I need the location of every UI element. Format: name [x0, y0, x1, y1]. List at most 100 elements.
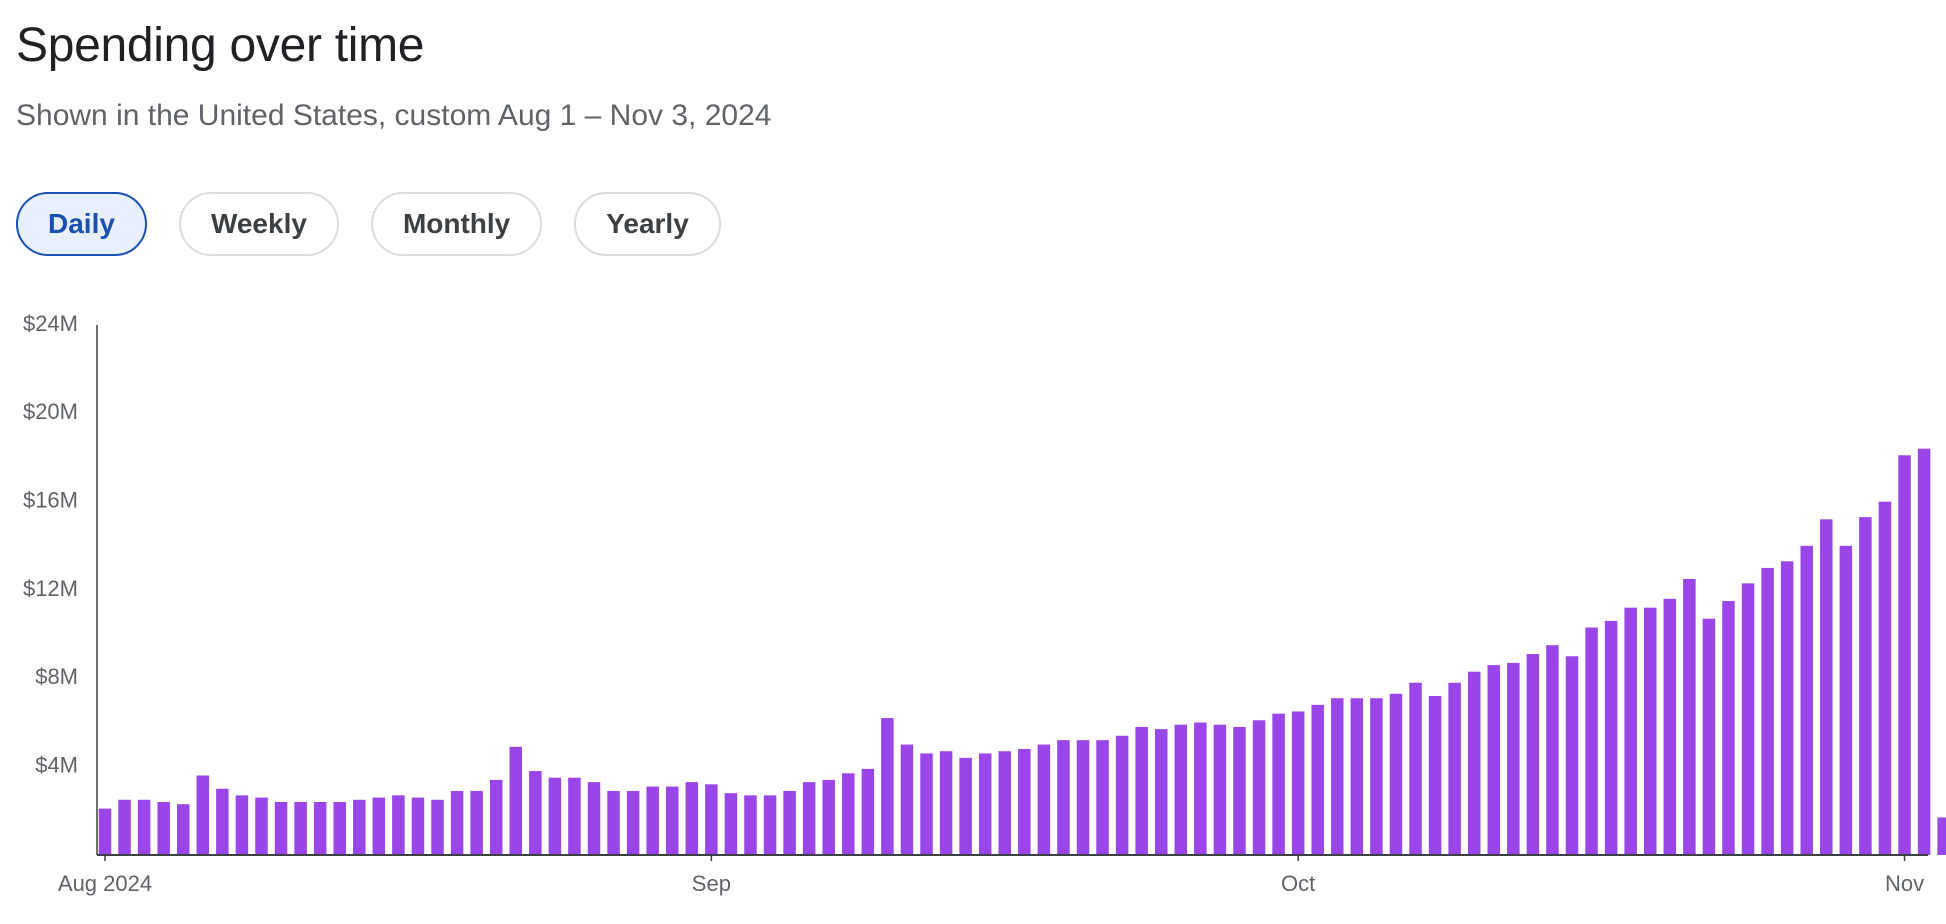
bar-2024-08-27[interactable] — [607, 790, 620, 855]
bar-2024-08-30[interactable] — [665, 786, 679, 855]
bar-2024-08-24[interactable] — [548, 777, 562, 855]
bar-2024-10-12[interactable] — [1507, 662, 1520, 856]
bar-2024-09-26[interactable] — [1194, 722, 1207, 856]
bar-2024-10-21[interactable] — [1683, 578, 1696, 855]
bar-2024-09-08[interactable] — [842, 773, 855, 855]
bar-2024-09-04[interactable] — [763, 795, 777, 856]
bar-2024-09-15[interactable] — [978, 753, 992, 855]
bar-2024-10-30[interactable] — [1859, 517, 1872, 855]
bar-2024-08-28[interactable] — [626, 790, 640, 855]
bar-2024-10-13[interactable] — [1526, 654, 1540, 855]
bar-2024-09-11[interactable] — [900, 744, 914, 855]
bar-2024-08-26[interactable] — [587, 782, 601, 856]
weekly-toggle-button[interactable]: Weekly — [178, 192, 339, 256]
bar-2024-08-14[interactable] — [353, 799, 366, 855]
bar-2024-09-13[interactable] — [939, 751, 953, 855]
bar-2024-09-18[interactable] — [1037, 744, 1051, 855]
bar-2024-10-15[interactable] — [1565, 656, 1579, 855]
bar-2024-08-17[interactable] — [411, 797, 425, 855]
bar-2024-09-10[interactable] — [881, 718, 894, 855]
bar-2024-09-30[interactable] — [1272, 713, 1285, 855]
bar-2024-10-08[interactable] — [1428, 696, 1442, 855]
bar-2024-09-03[interactable] — [744, 795, 757, 856]
bar-2024-10-03[interactable] — [1331, 698, 1344, 855]
bar-2024-09-14[interactable] — [959, 757, 972, 855]
bar-2024-09-01[interactable] — [705, 784, 718, 855]
bar-2024-09-16[interactable] — [998, 751, 1012, 855]
bar-2024-11-03[interactable] — [1937, 817, 1946, 855]
bar-2024-10-05[interactable] — [1370, 698, 1383, 855]
bar-2024-09-17[interactable] — [1018, 749, 1031, 855]
bar-2024-10-28[interactable] — [1820, 519, 1833, 855]
bar-2024-08-29[interactable] — [646, 786, 659, 855]
bar-2024-08-21[interactable] — [489, 779, 503, 855]
bar-2024-09-09[interactable] — [861, 768, 875, 856]
bar-2024-09-24[interactable] — [1154, 729, 1168, 856]
bar-2024-09-27[interactable] — [1213, 724, 1227, 855]
bar-2024-10-31[interactable] — [1878, 501, 1892, 855]
y-tick-label: $16M — [23, 487, 78, 512]
bar-2024-10-14[interactable] — [1546, 645, 1559, 855]
bar-2024-08-22[interactable] — [509, 746, 523, 855]
bar-2024-10-07[interactable] — [1409, 682, 1422, 855]
bar-2024-08-01[interactable] — [98, 808, 112, 856]
bar-2024-08-04[interactable] — [157, 802, 170, 855]
bar-2024-11-01[interactable] — [1898, 455, 1911, 855]
bar-2024-10-11[interactable] — [1487, 665, 1501, 855]
bar-2024-09-20[interactable] — [1076, 740, 1090, 855]
bar-2024-08-08[interactable] — [235, 795, 249, 856]
bar-2024-09-05[interactable] — [783, 790, 796, 855]
bar-2024-09-19[interactable] — [1057, 740, 1070, 855]
bar-2024-10-19[interactable] — [1643, 607, 1657, 855]
bar-2024-10-10[interactable] — [1467, 671, 1481, 855]
bar-2024-09-21[interactable] — [1096, 740, 1109, 855]
bar-2024-10-18[interactable] — [1624, 607, 1637, 855]
bar-2024-10-20[interactable] — [1663, 598, 1677, 855]
bar-2024-08-25[interactable] — [568, 777, 581, 855]
bar-2024-10-26[interactable] — [1780, 561, 1794, 855]
yearly-toggle-button[interactable]: Yearly — [574, 192, 721, 256]
bar-2024-08-07[interactable] — [216, 788, 229, 855]
bar-2024-10-24[interactable] — [1741, 583, 1755, 855]
bar-2024-10-25[interactable] — [1761, 567, 1774, 855]
bar-2024-08-20[interactable] — [470, 790, 483, 855]
bar-2024-08-13[interactable] — [333, 802, 346, 855]
bar-2024-10-04[interactable] — [1350, 698, 1364, 855]
bar-2024-08-16[interactable] — [392, 795, 405, 856]
bar-2024-08-23[interactable] — [529, 771, 542, 855]
bar-2024-10-02[interactable] — [1311, 704, 1324, 855]
bar-2024-09-29[interactable] — [1252, 720, 1266, 855]
bar-2024-10-01[interactable] — [1291, 711, 1305, 855]
bar-2024-08-15[interactable] — [372, 797, 386, 855]
bar-2024-08-11[interactable] — [294, 802, 307, 855]
bar-2024-09-02[interactable] — [724, 793, 738, 855]
bar-2024-11-02[interactable] — [1917, 448, 1931, 855]
daily-toggle-button[interactable]: Daily — [16, 192, 147, 256]
bar-2024-09-25[interactable] — [1174, 724, 1188, 855]
bar-2024-10-22[interactable] — [1702, 618, 1716, 855]
bar-2024-08-05[interactable] — [176, 804, 190, 855]
bar-2024-10-23[interactable] — [1722, 601, 1735, 855]
bar-2024-09-12[interactable] — [920, 753, 933, 855]
bar-2024-08-02[interactable] — [118, 799, 131, 855]
bar-2024-09-23[interactable] — [1135, 726, 1148, 855]
bar-2024-08-06[interactable] — [196, 775, 210, 856]
bar-2024-10-16[interactable] — [1585, 627, 1598, 855]
bar-2024-10-29[interactable] — [1839, 545, 1853, 855]
bar-2024-10-27[interactable] — [1800, 545, 1813, 855]
bar-2024-09-28[interactable] — [1233, 726, 1246, 855]
bar-2024-08-31[interactable] — [685, 782, 699, 856]
bar-2024-10-06[interactable] — [1389, 693, 1403, 855]
bar-2024-09-06[interactable] — [802, 782, 816, 856]
bar-2024-09-07[interactable] — [822, 779, 835, 855]
bar-2024-10-09[interactable] — [1448, 682, 1461, 855]
bar-2024-10-17[interactable] — [1604, 620, 1618, 855]
bar-2024-08-18[interactable] — [431, 799, 444, 855]
bar-2024-08-10[interactable] — [274, 802, 288, 855]
bar-2024-09-22[interactable] — [1115, 735, 1129, 855]
bar-2024-08-09[interactable] — [255, 797, 268, 855]
bar-2024-08-03[interactable] — [137, 799, 151, 855]
bar-2024-08-12[interactable] — [313, 802, 327, 855]
bar-2024-08-19[interactable] — [450, 790, 464, 855]
monthly-toggle-button[interactable]: Monthly — [370, 192, 543, 256]
